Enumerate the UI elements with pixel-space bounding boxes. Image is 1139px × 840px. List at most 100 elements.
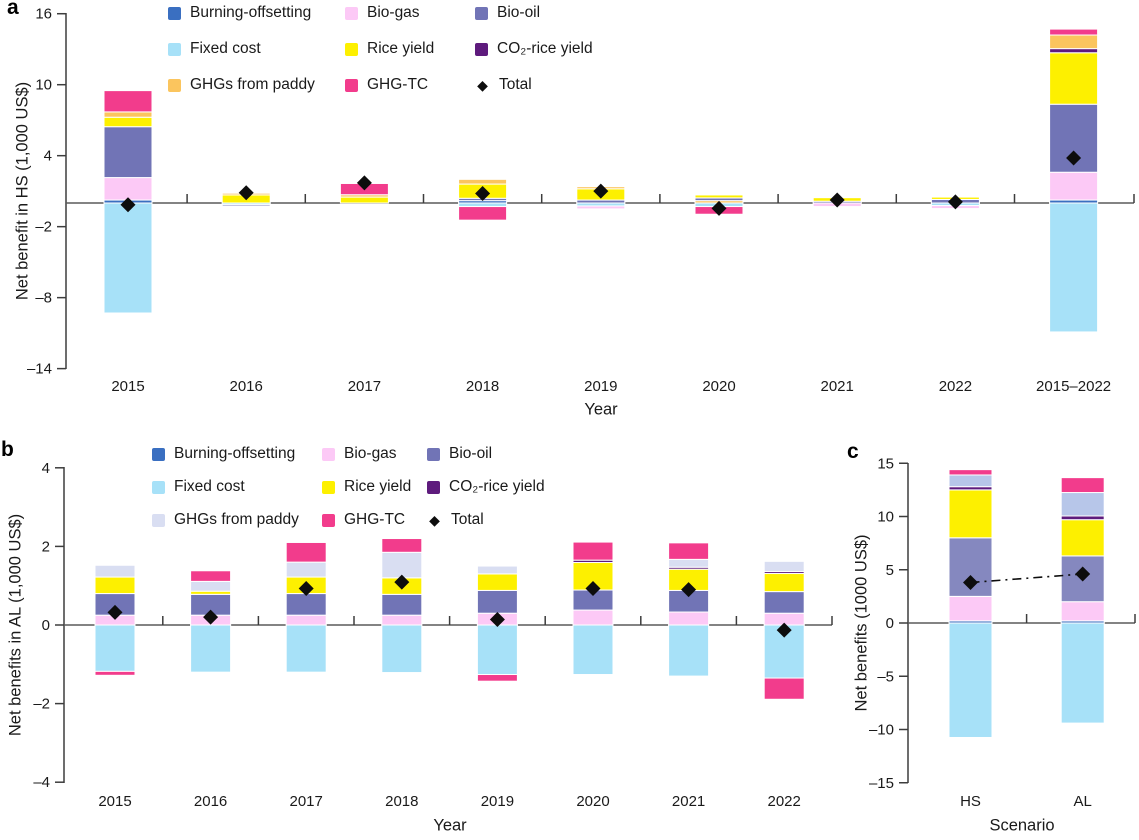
legend-label: Burning-offsetting [190,4,312,21]
bar-segment-rice-2022 [763,573,805,593]
bar-segment-biogas-2019 [576,205,626,210]
panel-a-y-tick-label: 10 [35,77,52,94]
legend-swatch-fixed [168,42,181,56]
legend-swatch-co2 [475,42,488,56]
bar-segment-paddy-2015 [103,111,153,118]
bar-segment-rice-2015–2022 [1049,52,1099,105]
legend-label: Bio-oil [497,4,541,21]
panel-b-y-tick-label: 0 [42,617,50,634]
legend-label: GHGs from paddy [174,511,299,528]
total-marker-2021 [829,192,845,208]
legend-item-biooil: Bio-oil [427,445,492,463]
bar-segment-paddy-2015–2022 [1049,34,1099,50]
legend-item-total: ◆ Total [475,76,532,94]
legend-item-burning: Burning-offsetting [152,445,295,463]
panel-a-y-tick-label: 16 [35,6,52,23]
bar-segment-biogas-AL [1060,601,1105,622]
legend-label: Bio-gas [344,445,397,462]
legend-swatch-paddy [152,513,165,527]
panel-b-y-tick-label: –2 [33,696,50,713]
bar-segment-biooil-2015 [103,126,153,179]
panel-c-y-tick-label: 15 [877,455,894,472]
bar-segment-biooil-2022 [763,591,805,614]
panel-b-category-label: 2021 [672,793,705,810]
legend-item-paddy: GHGs from paddy [152,511,299,529]
bar-segment-fixed-AL [1060,622,1105,724]
panel-b-letter: b [1,438,14,461]
legend-label: Total [499,76,532,93]
legend-item-biooil: Bio-oil [475,4,540,22]
bar-segment-ghgtc-HS [948,469,993,476]
panel-b-category-label: 2016 [194,793,227,810]
total-marker-2022 [776,622,792,638]
legend-swatch-co2 [427,480,440,494]
panel-a-x-axis-label: Year [584,400,618,419]
bar-segment-rice-2020 [572,562,614,591]
panel-c-y-axis-label: Net benefits (1000 US$) [852,534,871,712]
panel-a-category-label: 2018 [466,378,499,395]
total-marker-2020 [585,580,601,596]
panel-a-category-label: 2020 [702,378,735,395]
legend-swatch-biogas [345,6,358,20]
panel-b-y-tick-label: –4 [33,774,50,791]
bar-segment-paddy-2022 [763,560,805,573]
panel-a-category-label: 2022 [939,378,972,395]
bar-segment-paddy-2017 [285,561,327,578]
bar-segment-ghgtc-2020 [572,541,614,561]
legend-item-biogas: Bio-gas [322,445,397,463]
bar-segment-ghgtc-2022 [763,677,805,700]
total-marker-2020 [711,200,727,216]
bar-segment-ghgtc-AL [1060,477,1105,494]
panel-b-y-axis-label: Net benefits in AL (1,000 US$) [6,513,25,737]
bar-segment-ghgtc-2017 [285,541,327,563]
legend-item-biogas: Bio-gas [345,4,420,22]
panel-c-category-label: AL [1074,793,1092,810]
bar-segment-rice-HS [948,489,993,539]
bar-segment-co2-AL [1060,515,1105,521]
panel-b-category-label: 2015 [98,793,131,810]
bar-segment-biogas-2017 [285,614,327,626]
legend-swatch-rice [322,480,335,494]
legend-swatch-burning [152,447,165,461]
total-marker-AL [1075,566,1091,582]
total-marker-2015–2022 [1066,150,1082,166]
bar-segment-fixed-2019 [476,624,518,676]
legend-item-ghgtc: GHG-TC [322,511,405,529]
panel-a-y-tick-label: 4 [44,148,52,165]
total-marker-2019 [489,611,505,627]
panel-a-category-label: 2019 [584,378,617,395]
panel-b-category-label: 2020 [576,793,609,810]
legend-label: Rice yield [344,478,412,495]
legend-item-paddy: GHGs from paddy [168,76,315,94]
legend-label: Bio-oil [449,445,493,462]
bar-segment-rice-2015 [94,576,136,595]
panel-c-y-tick-label: 5 [886,562,894,579]
legend-swatch-ghgtc [322,513,335,527]
bar-segment-fixed-HS [948,622,993,738]
total-marker-2022 [947,194,963,210]
legend-swatch-biogas [322,447,335,461]
panel-c-y-tick-label: –15 [869,775,894,792]
legend-label: CO₂-rice yield [449,478,545,495]
legend-label: Burning-offsetting [174,445,296,462]
legend-item-fixed: Fixed cost [152,478,245,496]
bar-segment-biogas-2020 [572,609,614,626]
panel-a-category-label: 2015–2022 [1036,378,1111,395]
legend-item-co2: CO₂-rice yield [427,478,545,496]
bar-segment-paddy-2019 [476,565,518,575]
legend-label: Total [451,511,484,528]
total-marker-HS [963,575,978,591]
total-marker-2017 [356,175,372,191]
panel-a-letter: a [7,0,19,19]
total-marker-2016 [238,185,254,201]
panel-a-category-label: 2021 [821,378,854,395]
bar-segment-biogas-2018 [381,614,423,626]
bar-segment-biooil-2018 [381,593,423,616]
legend-item-rice: Rice yield [322,478,411,496]
bar-segment-rice-2019 [476,573,518,591]
bar-segment-rice-AL [1060,519,1105,557]
bar-segment-ghgtc-2015–2022 [1049,28,1099,36]
legend-label: Rice yield [367,40,435,57]
legend-label: GHG-TC [367,76,429,93]
panel-b-y-tick-label: 2 [42,538,50,555]
